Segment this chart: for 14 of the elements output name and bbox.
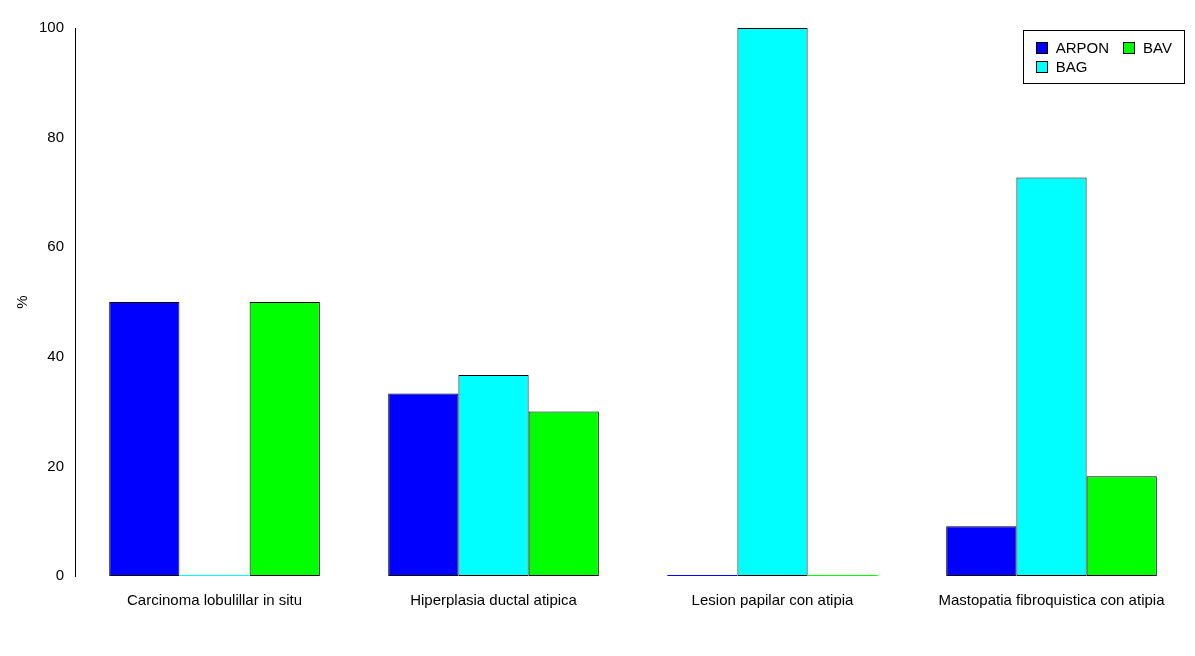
- legend-label: BAV: [1143, 39, 1172, 56]
- x-tick-label: Hiperplasia ductal atipica: [410, 591, 578, 609]
- x-tick-label: Mastopatia fibroquistica con atipia: [938, 591, 1166, 609]
- y-tick-label: 20: [47, 456, 65, 474]
- y-tick-label: 0: [55, 566, 65, 584]
- y-tick-label: 80: [47, 127, 65, 145]
- y-axis-title: %: [13, 295, 31, 309]
- y-tick-label: 100: [39, 18, 65, 36]
- y-tick-label: 40: [47, 346, 65, 364]
- legend-label: ARPON: [1055, 39, 1110, 56]
- x-tick-label: Lesion papilar con atipia: [691, 591, 855, 609]
- legend-label: BAG: [1055, 58, 1088, 75]
- y-tick-label: 60: [47, 237, 65, 255]
- x-tick-label: Carcinoma lobulillar in situ: [126, 591, 303, 609]
